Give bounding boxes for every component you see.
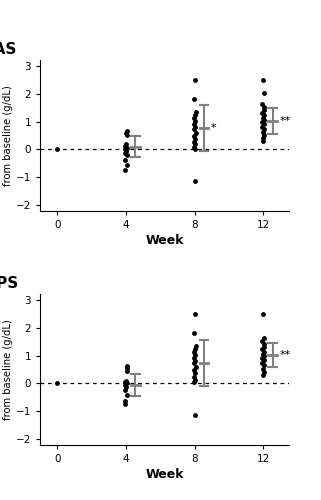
X-axis label: Week: Week [145, 468, 184, 481]
Y-axis label: Change in hemoglobin
from baseline (g/dL): Change in hemoglobin from baseline (g/dL… [0, 313, 13, 426]
Text: **: ** [280, 116, 291, 126]
Text: *: * [211, 122, 216, 132]
Text: **: ** [280, 350, 291, 360]
X-axis label: Week: Week [145, 234, 184, 247]
Text: PPS: PPS [0, 276, 19, 291]
Text: FAS: FAS [0, 42, 17, 57]
Y-axis label: Change in hemoglobin
from baseline (g/dL): Change in hemoglobin from baseline (g/dL… [0, 79, 13, 192]
